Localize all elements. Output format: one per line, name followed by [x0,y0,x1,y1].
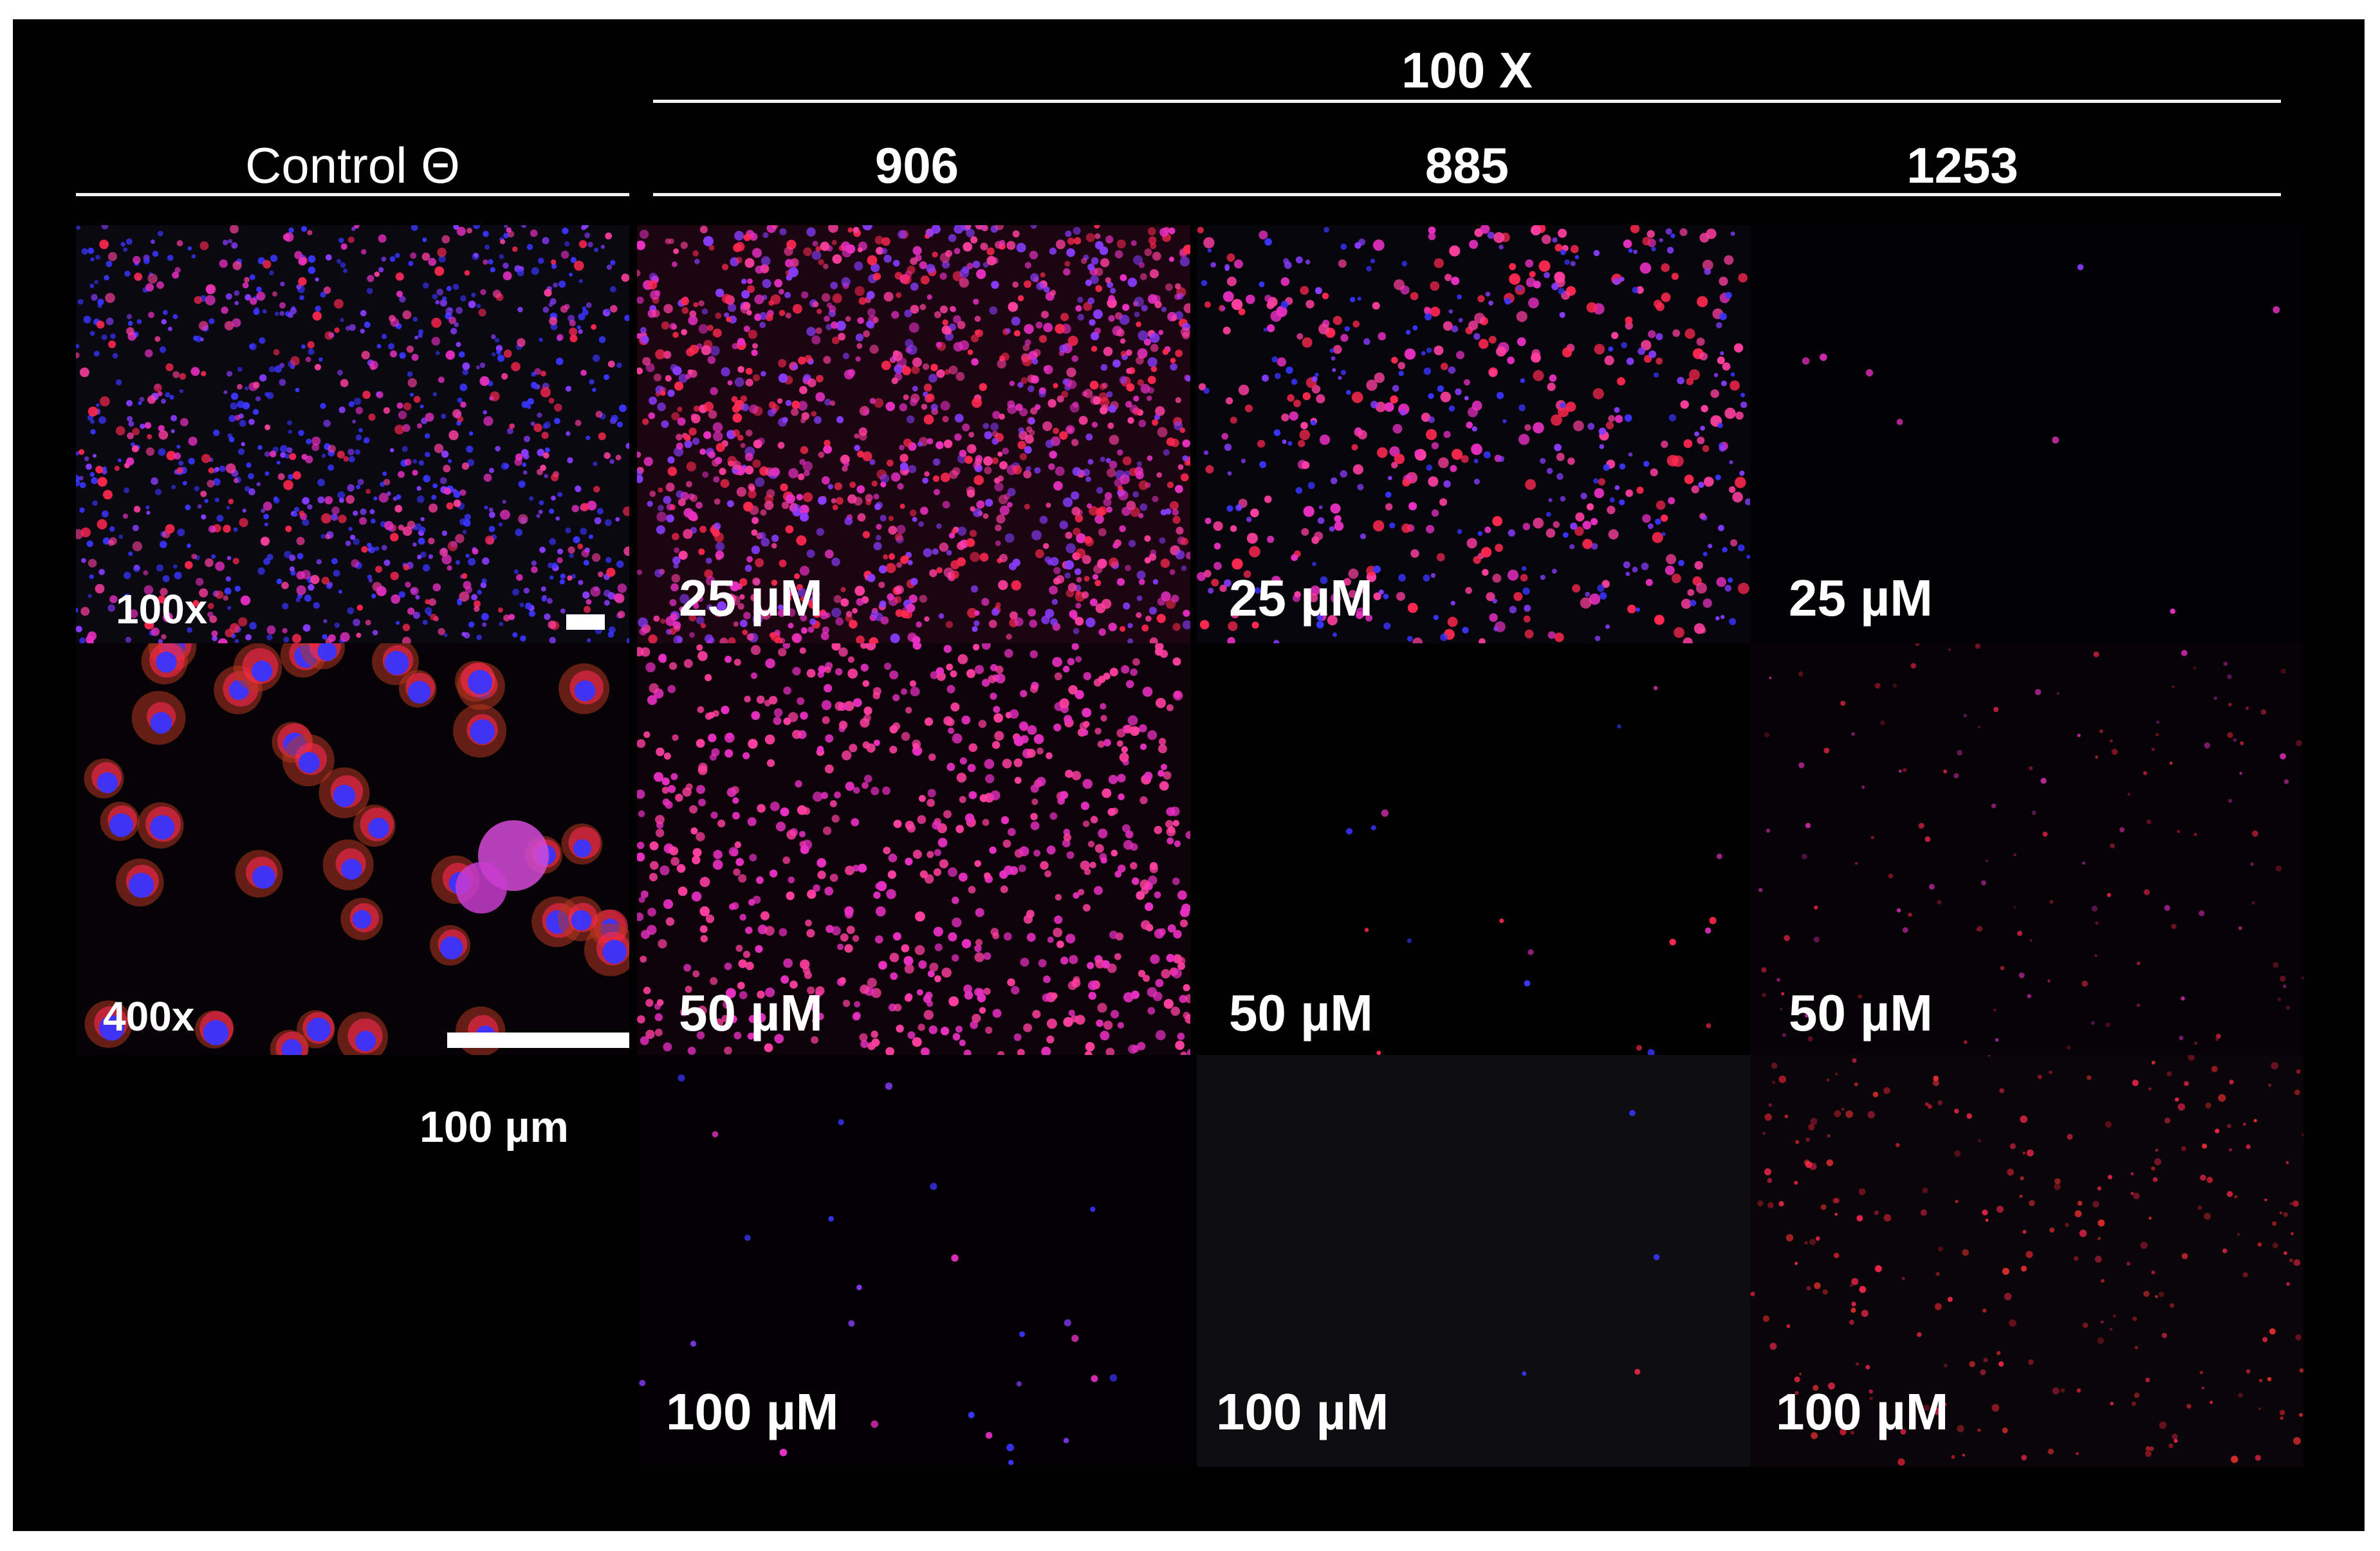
concentration-label-906-50: 50 µM [679,984,823,1042]
control-100x-micrograph [76,225,629,643]
scale-bar-low-mag [566,614,605,630]
magnification-header: 100 X [1401,42,1533,98]
compound-header-885: 885 [1425,137,1509,194]
concentration-label-1253-25: 25 µM [1789,569,1933,627]
micrograph-885-50uM [1197,643,1750,1055]
magnification-label-100x: 100x [116,586,208,632]
magnification-label-400x: 400x [103,993,195,1040]
scale-bar-high-mag [447,1032,629,1048]
micrograph-1253-25uM [1750,225,2303,643]
header-divider-top [653,100,2281,103]
micrograph-906-50uM [637,643,1190,1055]
micrograph-885-25uM [1197,225,1750,643]
micrograph-906-100uM [637,1055,1190,1467]
compound-header-906: 906 [874,137,959,194]
concentration-label-906-25: 25 µM [679,569,823,627]
control-header-underline [76,193,629,196]
concentration-label-1253-100: 100 µM [1776,1383,1949,1440]
concentration-label-885-100: 100 µM [1216,1383,1389,1440]
control-400x-micrograph [76,643,629,1055]
scale-bar-label: 100 µm [420,1103,569,1152]
micrograph-906-25uM [637,225,1190,643]
concentration-label-885-25: 25 µM [1229,569,1373,627]
concentration-label-1253-50: 50 µM [1789,984,1933,1042]
micrograph-885-100uM [1197,1055,1750,1467]
micrograph-1253-100uM [1750,1055,2303,1467]
control-header: Control Θ [245,137,460,194]
concentration-label-906-100: 100 µM [666,1383,839,1440]
compound-header-1253: 1253 [1906,137,2018,194]
concentration-label-885-50: 50 µM [1229,984,1373,1042]
micrograph-1253-50uM [1750,643,2303,1055]
compound-header-underline [653,193,2281,196]
